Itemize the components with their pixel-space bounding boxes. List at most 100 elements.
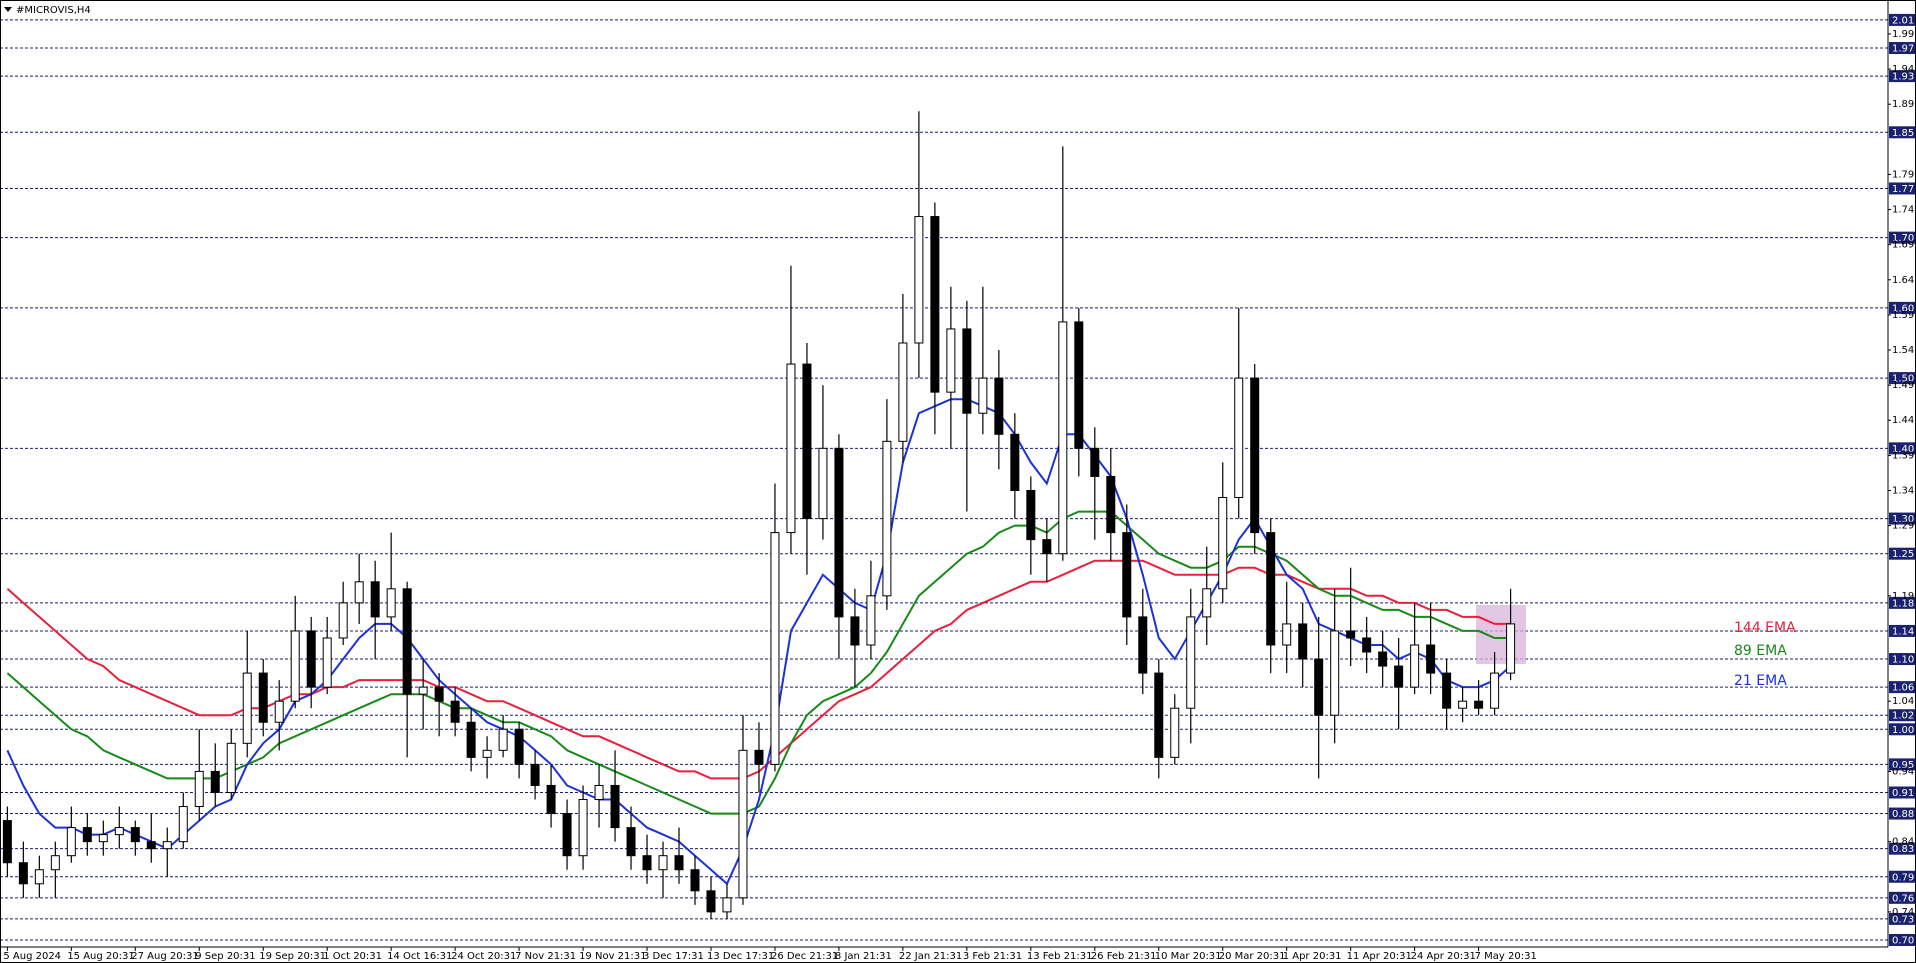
level-label: 1.60 <box>1892 303 1914 314</box>
candle-body <box>178 806 188 843</box>
candle-body <box>50 855 60 871</box>
level-label: 1.06 <box>1892 683 1914 694</box>
candle-body <box>866 595 876 646</box>
candle-body <box>770 532 780 765</box>
level-label-box <box>1889 301 1915 314</box>
level-label-box <box>1889 912 1915 925</box>
x-tick-label: 24 Apr 20:31 <box>1411 951 1476 962</box>
candle-body <box>658 855 668 871</box>
y-tick-label: 1.94 <box>1892 64 1914 75</box>
candle-body <box>930 216 940 393</box>
level-label: 1.18 <box>1892 598 1914 609</box>
candle-body <box>66 827 76 857</box>
level-label-box <box>1889 723 1915 736</box>
candle-body <box>98 834 108 843</box>
x-tick-label: 5 Aug 2024 <box>3 951 61 962</box>
level-label-box <box>1889 547 1915 560</box>
y-tick-label: 1.49 <box>1892 380 1914 391</box>
level-label: 1.25 <box>1892 549 1914 560</box>
x-tick-label: 24 Oct 20:31 <box>451 951 516 962</box>
level-label-box <box>1889 596 1915 609</box>
x-tick-label: 7 May 20:31 <box>1475 951 1537 962</box>
candle-body <box>34 869 44 885</box>
highlight-box <box>1476 605 1526 664</box>
candle-body <box>1250 377 1260 534</box>
ema-label: 144 EMA <box>1734 620 1796 636</box>
x-tick-label: 26 Feb 21:31 <box>1091 951 1157 962</box>
candle-body <box>2 820 12 864</box>
x-tick-label: 19 Nov 21:31 <box>579 951 646 962</box>
x-tick-label: 8 Jan 21:31 <box>835 951 892 962</box>
candle-body <box>1122 532 1132 618</box>
candle-body <box>1266 532 1276 646</box>
level-label-box <box>1889 786 1915 799</box>
level-label-box <box>1889 231 1915 244</box>
y-tick-label: 0.94 <box>1892 766 1914 777</box>
x-tick-label: 14 Oct 16:31 <box>387 951 452 962</box>
menu-arrow[interactable] <box>4 7 12 12</box>
y-tick-label: 1.79 <box>1892 169 1914 180</box>
candle-body <box>194 770 204 808</box>
candle-body <box>402 588 412 695</box>
candle-body <box>498 728 508 751</box>
y-tick-label: 0.84 <box>1892 837 1914 848</box>
candle-body <box>226 742 236 793</box>
level-label: 0.73 <box>1892 914 1914 925</box>
candle-body <box>802 363 812 520</box>
candle-body <box>1362 637 1372 653</box>
candle-body <box>914 216 924 344</box>
candle-body <box>1490 672 1500 709</box>
y-tick-label: 1.19 <box>1892 591 1914 602</box>
level-label: 0.95 <box>1892 760 1914 771</box>
candle-body <box>1442 672 1452 709</box>
x-tick-label: 26 Dec 21:31 <box>771 951 838 962</box>
ema-label: 21 EMA <box>1734 673 1787 689</box>
level-label-box <box>1889 758 1915 771</box>
candle-body <box>882 440 892 597</box>
candle-body <box>162 841 172 850</box>
candle-body <box>1330 630 1340 716</box>
y-tick-label: 1.69 <box>1892 240 1914 251</box>
level-label: 0.88 <box>1892 809 1914 820</box>
candle-body <box>1394 665 1404 688</box>
candle-body <box>706 890 716 913</box>
candle-body <box>1186 616 1196 709</box>
level-label: 1.93 <box>1892 72 1914 83</box>
candle-body <box>82 827 92 843</box>
candle-body <box>1010 433 1020 491</box>
candle-body <box>1218 497 1228 590</box>
x-tick-label: 3 Feb 21:31 <box>963 951 1022 962</box>
x-tick-label: 1 Apr 20:31 <box>1283 951 1342 962</box>
axis-labels: 2.01 1.97 1.93 1.85 1.77 1.70 1.60 1.50 1.40 1.30… <box>3 13 1915 962</box>
x-tick-label: 15 Aug 20:31 <box>67 951 134 962</box>
level-label-box <box>1889 372 1915 385</box>
candle-body <box>578 799 588 857</box>
candle-body <box>322 637 332 688</box>
candle-body <box>946 328 956 393</box>
level-label: 1.10 <box>1892 655 1914 666</box>
level-label-box <box>1889 13 1915 26</box>
level-label-box <box>1889 126 1915 139</box>
level-label: 0.79 <box>1892 872 1914 883</box>
candle-body <box>1506 623 1516 674</box>
candle-body <box>722 897 732 913</box>
candle-body <box>1138 616 1148 674</box>
candle-body <box>626 827 636 857</box>
x-tick-label: 9 Sep 20:31 <box>195 951 255 962</box>
level-label-box <box>1889 842 1915 855</box>
level-label-box <box>1889 870 1915 883</box>
y-tick-label: 1.89 <box>1892 99 1914 110</box>
candle-body <box>962 328 972 414</box>
level-label: 1.70 <box>1892 233 1914 244</box>
candle-body <box>738 749 748 899</box>
level-label: 0.91 <box>1892 788 1914 799</box>
level-label: 0.83 <box>1892 844 1914 855</box>
candle-body <box>1042 539 1052 555</box>
candle-body <box>1026 489 1036 541</box>
candle-body <box>850 616 860 646</box>
y-tick-label: 1.64 <box>1892 275 1914 286</box>
candle-body <box>1074 321 1084 449</box>
